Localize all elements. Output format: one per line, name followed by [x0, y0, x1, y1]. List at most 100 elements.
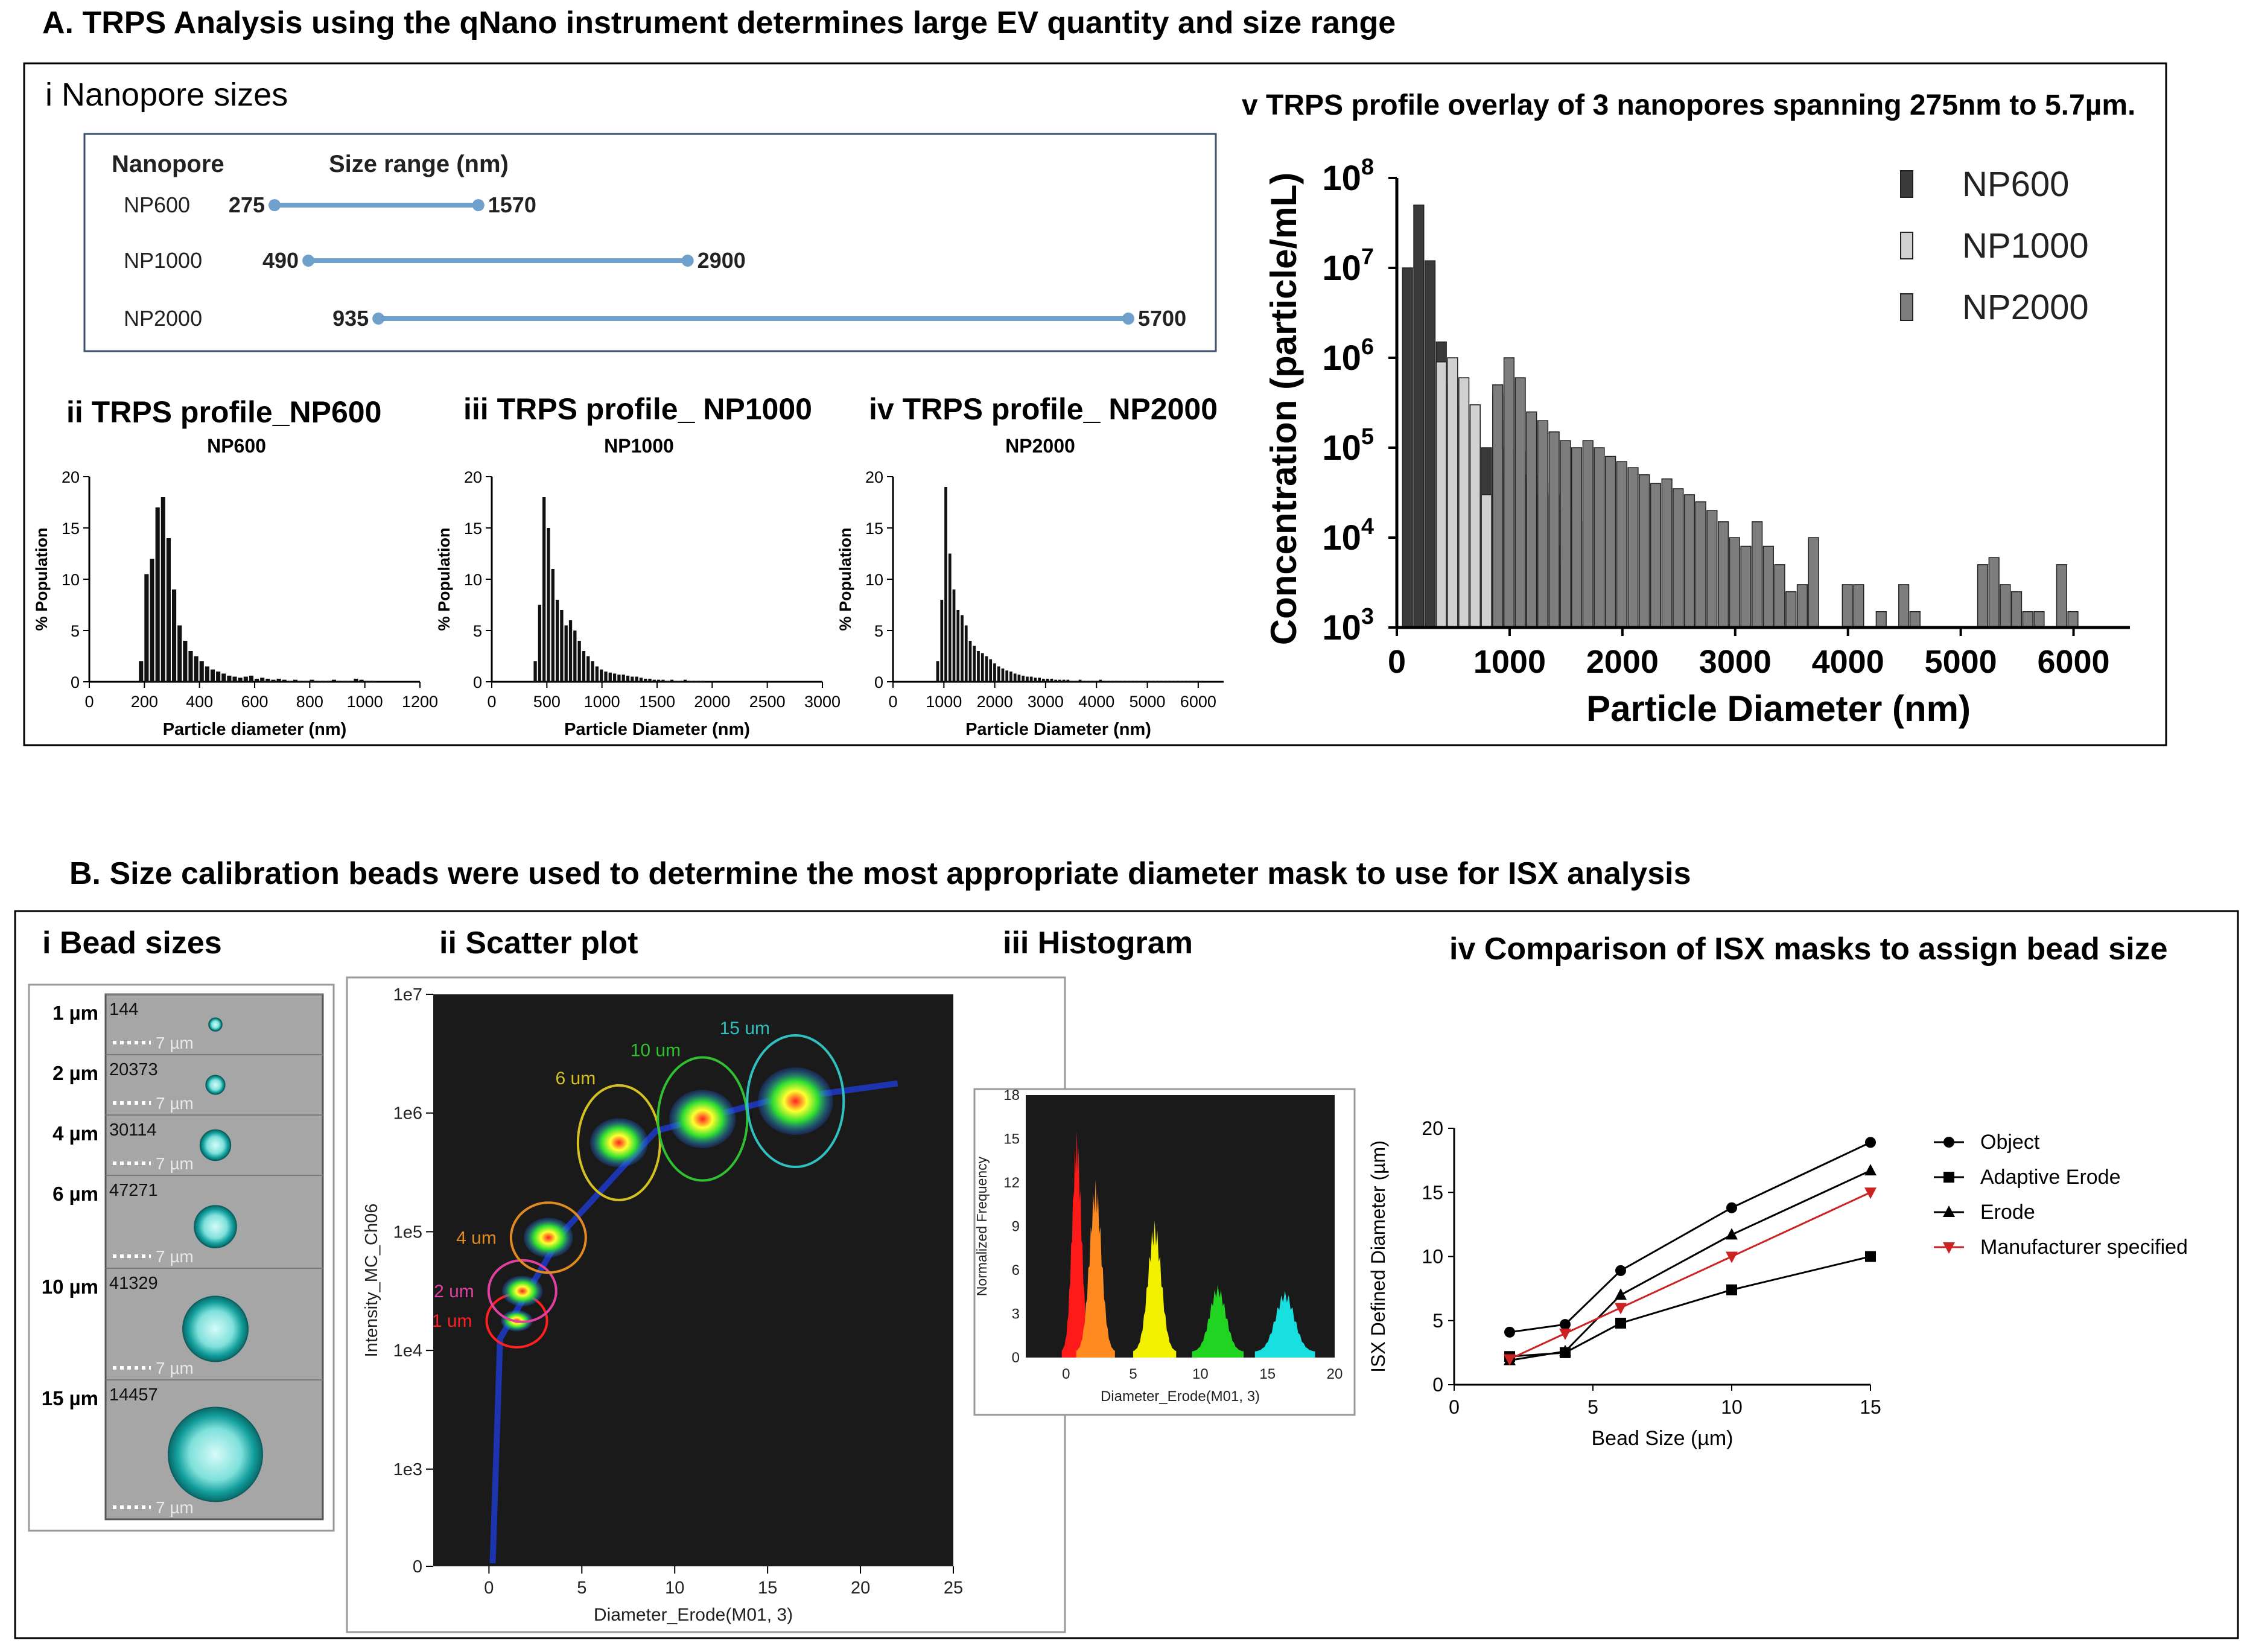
overlay-bar-np2000 — [1594, 447, 1605, 628]
histogram-bar — [177, 625, 182, 682]
chart-np1000: iii TRPS profile_ NP1000 NP1000 0 5 10 15 20 0 5… — [435, 392, 841, 739]
overlay-bar-np2000 — [1740, 545, 1752, 628]
y-tick-label: 1e3 — [393, 1460, 422, 1479]
series-line — [1509, 1142, 1871, 1333]
histogram-bar — [989, 659, 993, 682]
y-tick-label: 0 — [1432, 1374, 1443, 1396]
overlay-bar-np2000 — [1706, 510, 1718, 628]
range-max-dot — [681, 255, 694, 267]
x-tick-label: 1000 — [926, 693, 962, 711]
histogram-bar — [555, 600, 559, 682]
overlay-bar-np2000 — [1673, 488, 1684, 628]
scale-bar-label: 7 µm — [156, 1247, 194, 1266]
x-axis-label: Particle Diameter (nm) — [564, 720, 750, 739]
histogram-bar — [1188, 681, 1192, 682]
legend-label: Manufacturer specified — [1980, 1236, 2188, 1259]
x-tick-label: 500 — [533, 693, 561, 711]
y-tick-label: 5 — [473, 622, 482, 640]
panel-title: iii Histogram — [1003, 926, 1193, 961]
overlay-bar-np600 — [1424, 260, 1436, 628]
x-tick-label: 600 — [241, 693, 268, 711]
series-point — [1726, 1202, 1737, 1213]
overlay-bar-np2000 — [1909, 611, 1921, 628]
histogram-bar — [1058, 679, 1061, 682]
overlay-bar-np2000 — [2056, 564, 2067, 628]
bead-event-count: 20373 — [109, 1060, 158, 1079]
y-tick-label: 15 — [1422, 1181, 1443, 1203]
histogram-bar — [568, 620, 573, 682]
overlay-bar-np2000 — [1503, 357, 1515, 628]
histogram-bar — [1026, 676, 1029, 682]
histogram-bar — [635, 676, 638, 682]
histogram-bar — [1148, 681, 1151, 682]
overlay-bar-np2000 — [1683, 494, 1695, 628]
histogram-bar — [243, 676, 248, 682]
bead-image — [194, 1205, 237, 1248]
histogram-bar — [1013, 673, 1017, 682]
histogram-peak — [1061, 1130, 1092, 1358]
x-axis-label: Particle Diameter (nm) — [1586, 688, 1971, 729]
bead-event-count: 47271 — [109, 1181, 158, 1200]
y-tick-label: 12 — [1003, 1175, 1020, 1191]
bead-image — [168, 1406, 263, 1502]
series-point — [1615, 1303, 1627, 1315]
histogram-bar — [1009, 672, 1012, 682]
histogram-bar — [1022, 675, 1025, 682]
overlay-bar-np1000 — [1435, 361, 1447, 628]
x-tick-label: 6000 — [1180, 693, 1216, 711]
histogram-bar — [287, 681, 292, 682]
histogram-bar — [631, 676, 634, 682]
x-tick-label: 0 — [487, 693, 496, 711]
histogram-bar — [696, 681, 701, 682]
histogram-bar — [612, 673, 617, 682]
histogram-bar — [1005, 670, 1009, 682]
legend-label: NP600 — [1962, 165, 2069, 204]
histogram-bar — [977, 651, 980, 682]
range-min-label: 275 — [229, 192, 265, 217]
y-tick-label: 0 — [874, 673, 883, 691]
legend-marker — [1943, 1137, 1954, 1148]
histogram-bar — [271, 679, 276, 682]
x-tick-label: 15 — [1259, 1366, 1276, 1382]
series-point — [1615, 1318, 1626, 1329]
population-label: 4 um — [456, 1228, 497, 1248]
chart-title: NP600 — [207, 435, 266, 457]
population-label: 10 um — [631, 1041, 681, 1061]
panel-title: iii TRPS profile_ NP1000 — [463, 392, 812, 426]
overlay-bar-np2000 — [1808, 537, 1819, 628]
histogram-bar — [232, 676, 237, 682]
histogram-bar — [692, 681, 696, 682]
x-tick-label: 2000 — [694, 693, 730, 711]
overlay-bar-np2000 — [2067, 611, 2079, 628]
histogram-bar — [276, 678, 281, 682]
y-tick-label: 5 — [1432, 1310, 1443, 1332]
series-point — [1559, 1344, 1571, 1356]
histogram-bar — [1066, 679, 1070, 682]
x-tick-label: 2000 — [1586, 644, 1659, 680]
bead-event-count: 41329 — [109, 1274, 158, 1293]
overlay-bar-np2000 — [2022, 611, 2033, 628]
panel-title: iv TRPS profile_ NP2000 — [869, 392, 1218, 426]
histogram-bar — [679, 681, 682, 682]
x-tick-label: 1000 — [1473, 644, 1546, 680]
legend-marker — [1943, 1242, 1955, 1254]
histogram-bar — [961, 615, 964, 682]
y-tick-label: 107 — [1322, 244, 1374, 288]
population-density — [502, 1276, 543, 1307]
histogram-peak — [1254, 1290, 1315, 1358]
chart-comparison: iv Comparison of ISX masks to assign bea… — [1367, 932, 2188, 1450]
y-tick-label: 1e4 — [393, 1341, 422, 1361]
range-max-dot — [1122, 313, 1134, 325]
histogram-bar — [542, 497, 546, 682]
histogram-bar — [249, 675, 253, 682]
histogram-bar — [657, 679, 661, 682]
histogram-bar — [216, 672, 221, 682]
x-tick-label: 3000 — [1028, 693, 1064, 711]
histogram-bar — [564, 625, 568, 682]
y-tick-label: 15 — [464, 519, 482, 538]
population-gate — [509, 1201, 587, 1274]
x-tick-label: 15 — [1860, 1396, 1881, 1418]
overlay-bar-np2000 — [1785, 591, 1797, 628]
histogram-bar — [944, 487, 947, 682]
